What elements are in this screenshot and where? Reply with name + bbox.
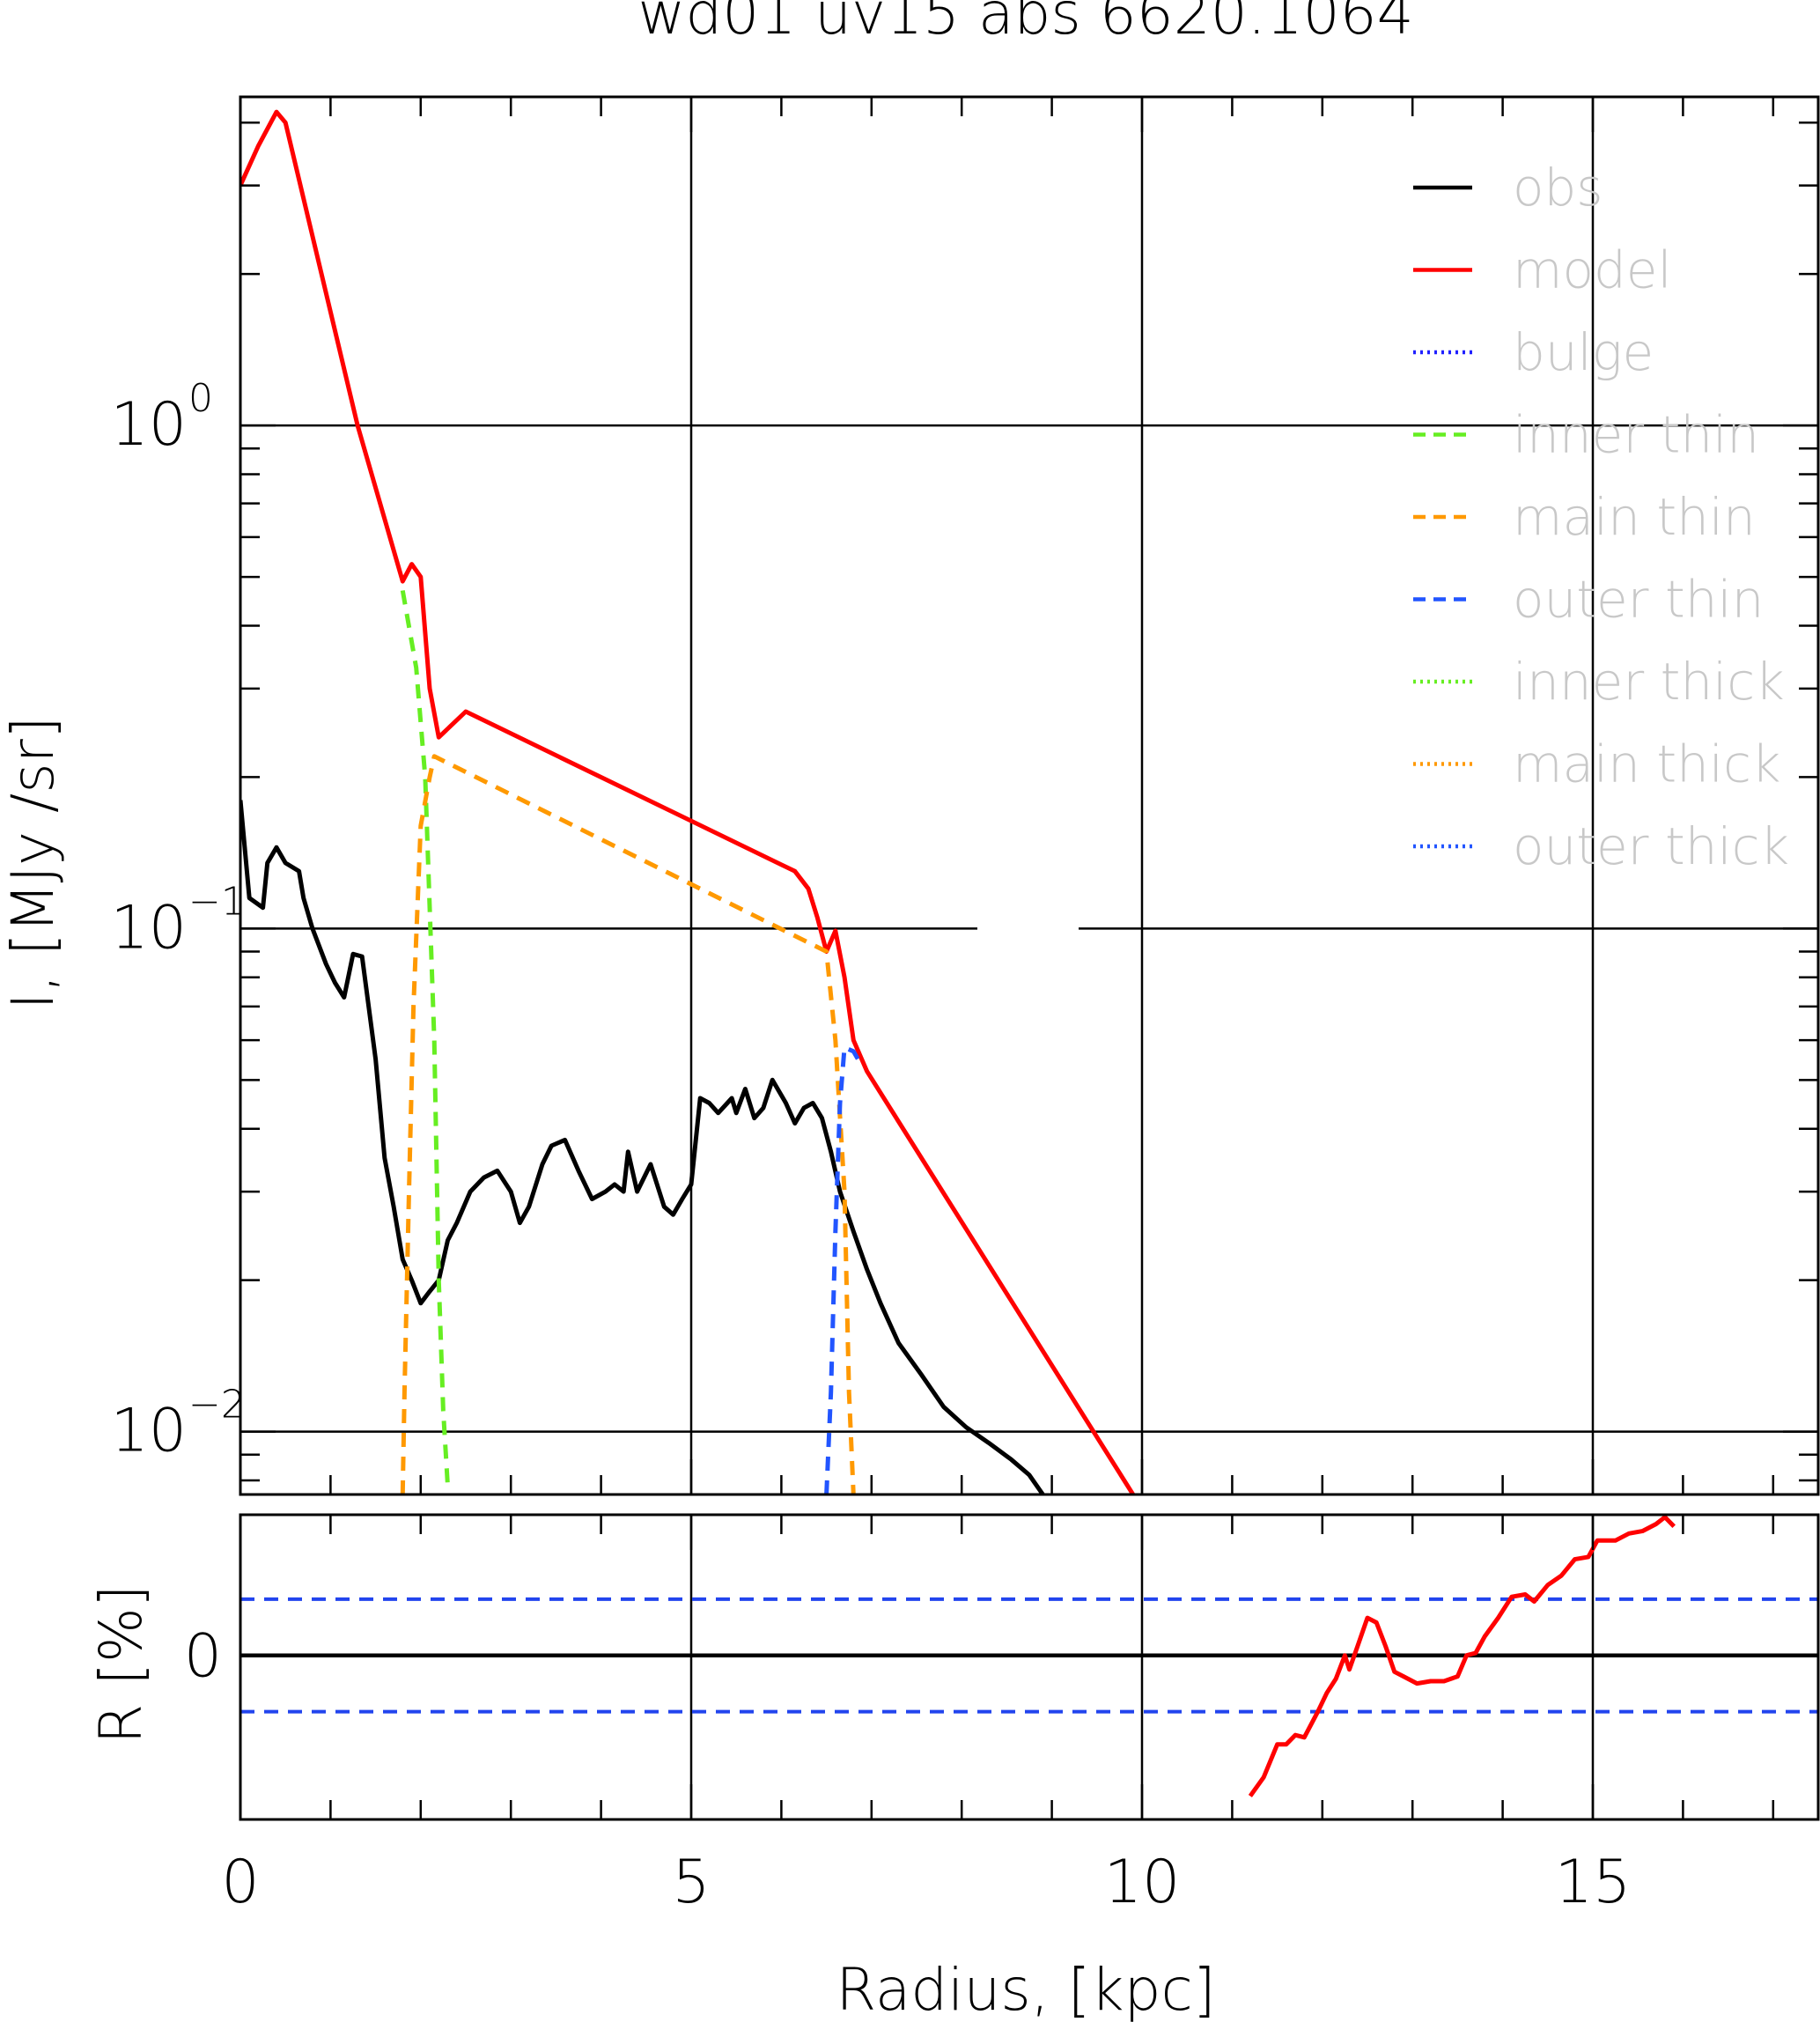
residual-panel-series	[1248, 1515, 1676, 1797]
y-tick-exponent: −1	[188, 879, 246, 924]
legend-label: inner thin	[1513, 405, 1759, 465]
legend: obs model bulge inner thin main thin outer th…	[1413, 158, 1789, 876]
legend-label: inner thick	[1513, 652, 1785, 712]
series-model	[240, 109, 1136, 1494]
residual-panel-grid	[240, 1515, 1818, 1819]
x-tick-label: 0	[221, 1848, 259, 1917]
top-panel: obs model bulge inner thin main thin outer th…	[239, 95, 1820, 1496]
legend-label: outer thick	[1513, 816, 1789, 876]
legend-label: obs	[1513, 158, 1603, 218]
legend-label: main thick	[1513, 734, 1780, 794]
x-tick-label: 15	[1555, 1848, 1632, 1917]
top-panel-series	[240, 109, 1136, 1494]
y-axis-title: I, [MJy /sr]	[0, 716, 67, 1009]
legend-label: main thin	[1513, 487, 1756, 547]
residual-panel-frame	[239, 1513, 1820, 1821]
legend-label: bulge	[1513, 322, 1654, 382]
top-panel-frame	[239, 95, 1820, 1496]
series-main-thin	[400, 754, 856, 1494]
residual-y-tick-label: 0	[184, 1622, 222, 1692]
legend-label: model	[1513, 240, 1672, 300]
x-tick-label: 5	[672, 1848, 710, 1917]
chart-labels: wd01 uv15 abs 6620.1064 Radius, [kpc] I,…	[0, 0, 1631, 2022]
residual-series-model	[1248, 1515, 1676, 1797]
series-obs	[240, 800, 1045, 1494]
chart-title: wd01 uv15 abs 6620.1064	[637, 0, 1413, 48]
y-tick-exponent: −2	[188, 1383, 246, 1428]
residual-y-axis-title: R [%]	[87, 1584, 155, 1744]
x-axis-title: Radius, [kpc]	[836, 1956, 1215, 2022]
legend-label: outer thin	[1513, 570, 1764, 630]
series-inner-thin	[400, 590, 450, 1487]
y-tick-label: 10	[110, 893, 187, 963]
legend-background	[977, 458, 1079, 1004]
residual-panel	[239, 1513, 1820, 1821]
series-outer-thin	[824, 1045, 865, 1494]
y-tick-label: 10	[110, 390, 187, 460]
y-tick-exponent: 0	[188, 376, 213, 421]
x-tick-label: 10	[1104, 1848, 1181, 1917]
y-tick-label: 10	[110, 1397, 187, 1466]
residual-panel-ticks	[239, 1515, 1775, 1819]
